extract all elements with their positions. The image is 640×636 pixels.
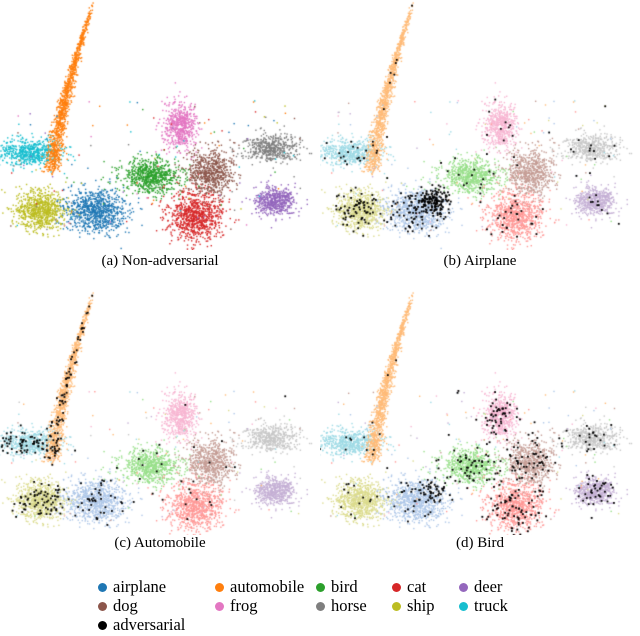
legend-item-deer: deer (459, 577, 502, 597)
panel-caption: (a) Non-adversarial (101, 253, 219, 269)
panel-caption: (b) Airplane (443, 253, 517, 269)
panel-automobile: (c) Automobile (0, 290, 320, 570)
horse-marker-icon (316, 602, 325, 611)
legend-item-airplane: airplane (98, 577, 166, 597)
scatter-plot (0, 0, 320, 250)
panel-caption: (c) Automobile (114, 535, 206, 551)
automobile-marker-icon (215, 583, 224, 592)
scatter-plot (320, 0, 640, 250)
dog-marker-icon (98, 602, 107, 611)
panel-bird: (d) Bird (320, 290, 640, 570)
legend-item-dog: dog (98, 596, 138, 616)
adversarial-marker-icon (98, 621, 107, 630)
legend-item-horse: horse (316, 596, 367, 616)
scatter-plot (320, 290, 640, 535)
legend-item-automobile: automobile (215, 577, 304, 597)
bird-marker-icon (316, 583, 325, 592)
deer-marker-icon (459, 583, 468, 592)
legend-item-cat: cat (392, 577, 426, 597)
truck-marker-icon (459, 602, 468, 611)
legend-item-adversarial: adversarial (98, 615, 185, 635)
airplane-marker-icon (98, 583, 107, 592)
cat-marker-icon (392, 583, 401, 592)
panel-caption: (d) Bird (456, 535, 504, 551)
panel-airplane: (b) Airplane (320, 0, 640, 280)
legend-item-ship: ship (392, 596, 435, 616)
legend-item-bird: bird (316, 577, 358, 597)
legend-item-frog: frog (215, 596, 258, 616)
panel-non-adversarial: (a) Non-adversarial (0, 0, 320, 280)
scatter-plot (0, 290, 320, 535)
ship-marker-icon (392, 602, 401, 611)
legend-item-truck: truck (459, 596, 508, 616)
frog-marker-icon (215, 602, 224, 611)
